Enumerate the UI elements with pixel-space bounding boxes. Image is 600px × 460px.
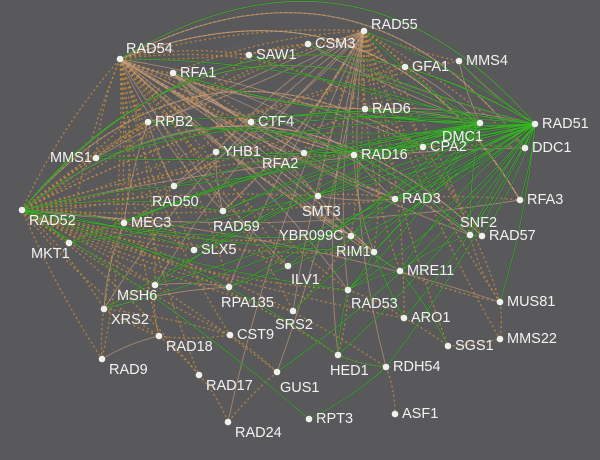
svg-text:SLX5: SLX5 — [201, 242, 236, 258]
svg-text:YBR099C: YBR099C — [279, 228, 343, 244]
svg-text:MKT1: MKT1 — [31, 246, 70, 262]
svg-text:RAD3: RAD3 — [402, 191, 441, 207]
svg-text:RAD9: RAD9 — [109, 362, 148, 378]
svg-text:RAD59: RAD59 — [213, 219, 260, 235]
svg-text:CTF4: CTF4 — [258, 114, 294, 130]
svg-text:RAD57: RAD57 — [489, 228, 536, 244]
svg-text:SMT3: SMT3 — [302, 204, 341, 220]
svg-text:SAW1: SAW1 — [256, 47, 297, 63]
svg-text:RAD16: RAD16 — [361, 147, 408, 163]
svg-text:MMS1: MMS1 — [50, 150, 92, 166]
svg-text:MRE11: MRE11 — [407, 263, 454, 279]
svg-text:RIM1: RIM1 — [336, 244, 371, 260]
svg-text:DDC1: DDC1 — [532, 140, 571, 156]
svg-text:SRS2: SRS2 — [275, 317, 313, 333]
svg-text:RFA1: RFA1 — [180, 65, 216, 81]
svg-text:RFA2: RFA2 — [262, 156, 298, 172]
svg-text:RAD52: RAD52 — [29, 213, 76, 229]
svg-text:GFA1: GFA1 — [412, 59, 449, 75]
svg-text:RAD51: RAD51 — [542, 116, 589, 132]
svg-text:RPT3: RPT3 — [316, 411, 353, 427]
svg-text:MMS22: MMS22 — [507, 331, 557, 347]
svg-text:RAD53: RAD53 — [351, 296, 398, 312]
svg-text:CST9: CST9 — [237, 327, 274, 343]
svg-text:CSM3: CSM3 — [315, 36, 355, 52]
svg-text:HED1: HED1 — [330, 363, 369, 379]
svg-text:RAD6: RAD6 — [372, 101, 411, 117]
svg-text:SGS1: SGS1 — [455, 338, 494, 354]
svg-text:ILV1: ILV1 — [291, 272, 320, 288]
svg-text:RAD18: RAD18 — [166, 339, 213, 355]
svg-text:MUS81: MUS81 — [507, 294, 555, 310]
svg-text:RAD17: RAD17 — [206, 378, 253, 394]
svg-text:MEC3: MEC3 — [131, 215, 171, 231]
svg-text:RFA3: RFA3 — [527, 192, 563, 208]
svg-text:RPB2: RPB2 — [155, 114, 193, 130]
svg-text:RAD54: RAD54 — [126, 41, 173, 57]
svg-text:MSH6: MSH6 — [117, 288, 157, 304]
svg-text:CPA2: CPA2 — [430, 139, 467, 155]
svg-text:RAD24: RAD24 — [235, 425, 282, 441]
svg-text:RPA135: RPA135 — [221, 295, 274, 311]
svg-text:XRS2: XRS2 — [111, 312, 149, 328]
svg-text:ASF1: ASF1 — [402, 406, 438, 422]
svg-text:MMS4: MMS4 — [466, 53, 508, 69]
svg-text:RAD50: RAD50 — [152, 194, 199, 210]
svg-text:RAD55: RAD55 — [371, 17, 418, 33]
svg-text:YHB1: YHB1 — [223, 144, 261, 160]
svg-text:RDH54: RDH54 — [393, 359, 441, 375]
svg-text:GUS1: GUS1 — [280, 380, 320, 396]
svg-text:ARO1: ARO1 — [411, 310, 451, 326]
